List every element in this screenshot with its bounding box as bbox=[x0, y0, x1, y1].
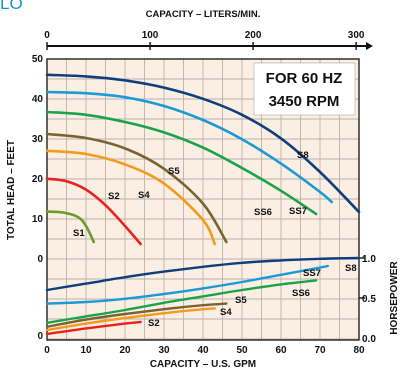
hp-curve-label: S8 bbox=[345, 263, 357, 274]
head-curve-s2 bbox=[45, 177, 142, 246]
hp-curve-ss6 bbox=[45, 279, 318, 324]
x-tick-label: 60 bbox=[275, 345, 287, 356]
y-right-tick-label: 0.5 bbox=[362, 294, 376, 305]
y-left-axis-label: TOTAL HEAD – FEET bbox=[6, 140, 17, 240]
head-curve-ss7 bbox=[45, 90, 333, 204]
head-curve-label: S5 bbox=[168, 166, 180, 177]
head-curve-s8 bbox=[45, 73, 361, 214]
x-tick-label: 0 bbox=[44, 345, 50, 356]
head-curve-label: S1 bbox=[73, 228, 85, 239]
hp-curve-label: S5 bbox=[235, 295, 247, 306]
hp-curve-label: SS6 bbox=[292, 288, 310, 299]
top-axis-label: CAPACITY – LITERS/MIN. bbox=[146, 9, 261, 20]
y-left-tick-label: 0 bbox=[37, 331, 43, 342]
x-tick-label: 10 bbox=[80, 345, 92, 356]
hp-curve-s4 bbox=[45, 307, 216, 332]
corner-mark: LO bbox=[0, 0, 23, 13]
hp-curve-ss7 bbox=[45, 264, 329, 305]
top-axis-tick-label: 0 bbox=[44, 30, 50, 41]
top-axis-tick-label: 100 bbox=[142, 30, 159, 41]
x-axis-label: CAPACITY – U.S. GPM bbox=[150, 359, 256, 370]
head-curve-label: SS7 bbox=[289, 206, 307, 217]
x-tick-label: 30 bbox=[158, 345, 170, 356]
top-axis-arrow bbox=[366, 42, 373, 50]
plot-border bbox=[46, 58, 360, 341]
y-right-tick-label: 1.0 bbox=[362, 254, 376, 265]
y-left-tick-label: 30 bbox=[32, 134, 44, 145]
x-tick-label: 40 bbox=[197, 345, 209, 356]
x-tick-label: 50 bbox=[236, 345, 248, 356]
head-curve-label: SS6 bbox=[254, 207, 272, 218]
hp-curve-s5 bbox=[45, 302, 228, 328]
hp-curve-label: SS7 bbox=[303, 268, 321, 279]
top-axis-tick-label: 300 bbox=[348, 30, 365, 41]
annotation-line: FOR 60 HZ bbox=[266, 70, 343, 87]
y-right-axis-label: HORSEPOWER bbox=[389, 261, 400, 335]
head-curve-s4 bbox=[45, 149, 216, 246]
x-tick-label: 70 bbox=[314, 345, 326, 356]
y-left-tick-label: 50 bbox=[32, 54, 44, 65]
annotation-box bbox=[253, 62, 356, 116]
head-curve-s1 bbox=[45, 210, 96, 244]
y-left-tick-label: 40 bbox=[32, 94, 44, 105]
hp-curve-s8 bbox=[45, 256, 361, 292]
head-curve-s5 bbox=[45, 132, 228, 244]
y-left-tick-label: 10 bbox=[32, 214, 44, 225]
top-axis-tick-label: 200 bbox=[245, 30, 262, 41]
head-curve-ss6 bbox=[45, 110, 318, 216]
hp-curve-label: S2 bbox=[148, 318, 160, 329]
y-left-tick-label: 0 bbox=[37, 254, 43, 265]
head-curve-label: S2 bbox=[108, 191, 120, 202]
head-curve-label: S4 bbox=[138, 190, 150, 201]
head-curve-label: S8 bbox=[297, 150, 309, 161]
hp-curve-label: S4 bbox=[220, 307, 232, 318]
x-tick-label: 80 bbox=[353, 345, 365, 356]
x-tick-label: 20 bbox=[119, 345, 131, 356]
hp-curve-s2 bbox=[45, 320, 142, 336]
y-right-tick-label: 0.0 bbox=[362, 334, 376, 345]
y-left-tick-label: 20 bbox=[32, 174, 44, 185]
annotation-line: 3450 RPM bbox=[269, 93, 340, 110]
